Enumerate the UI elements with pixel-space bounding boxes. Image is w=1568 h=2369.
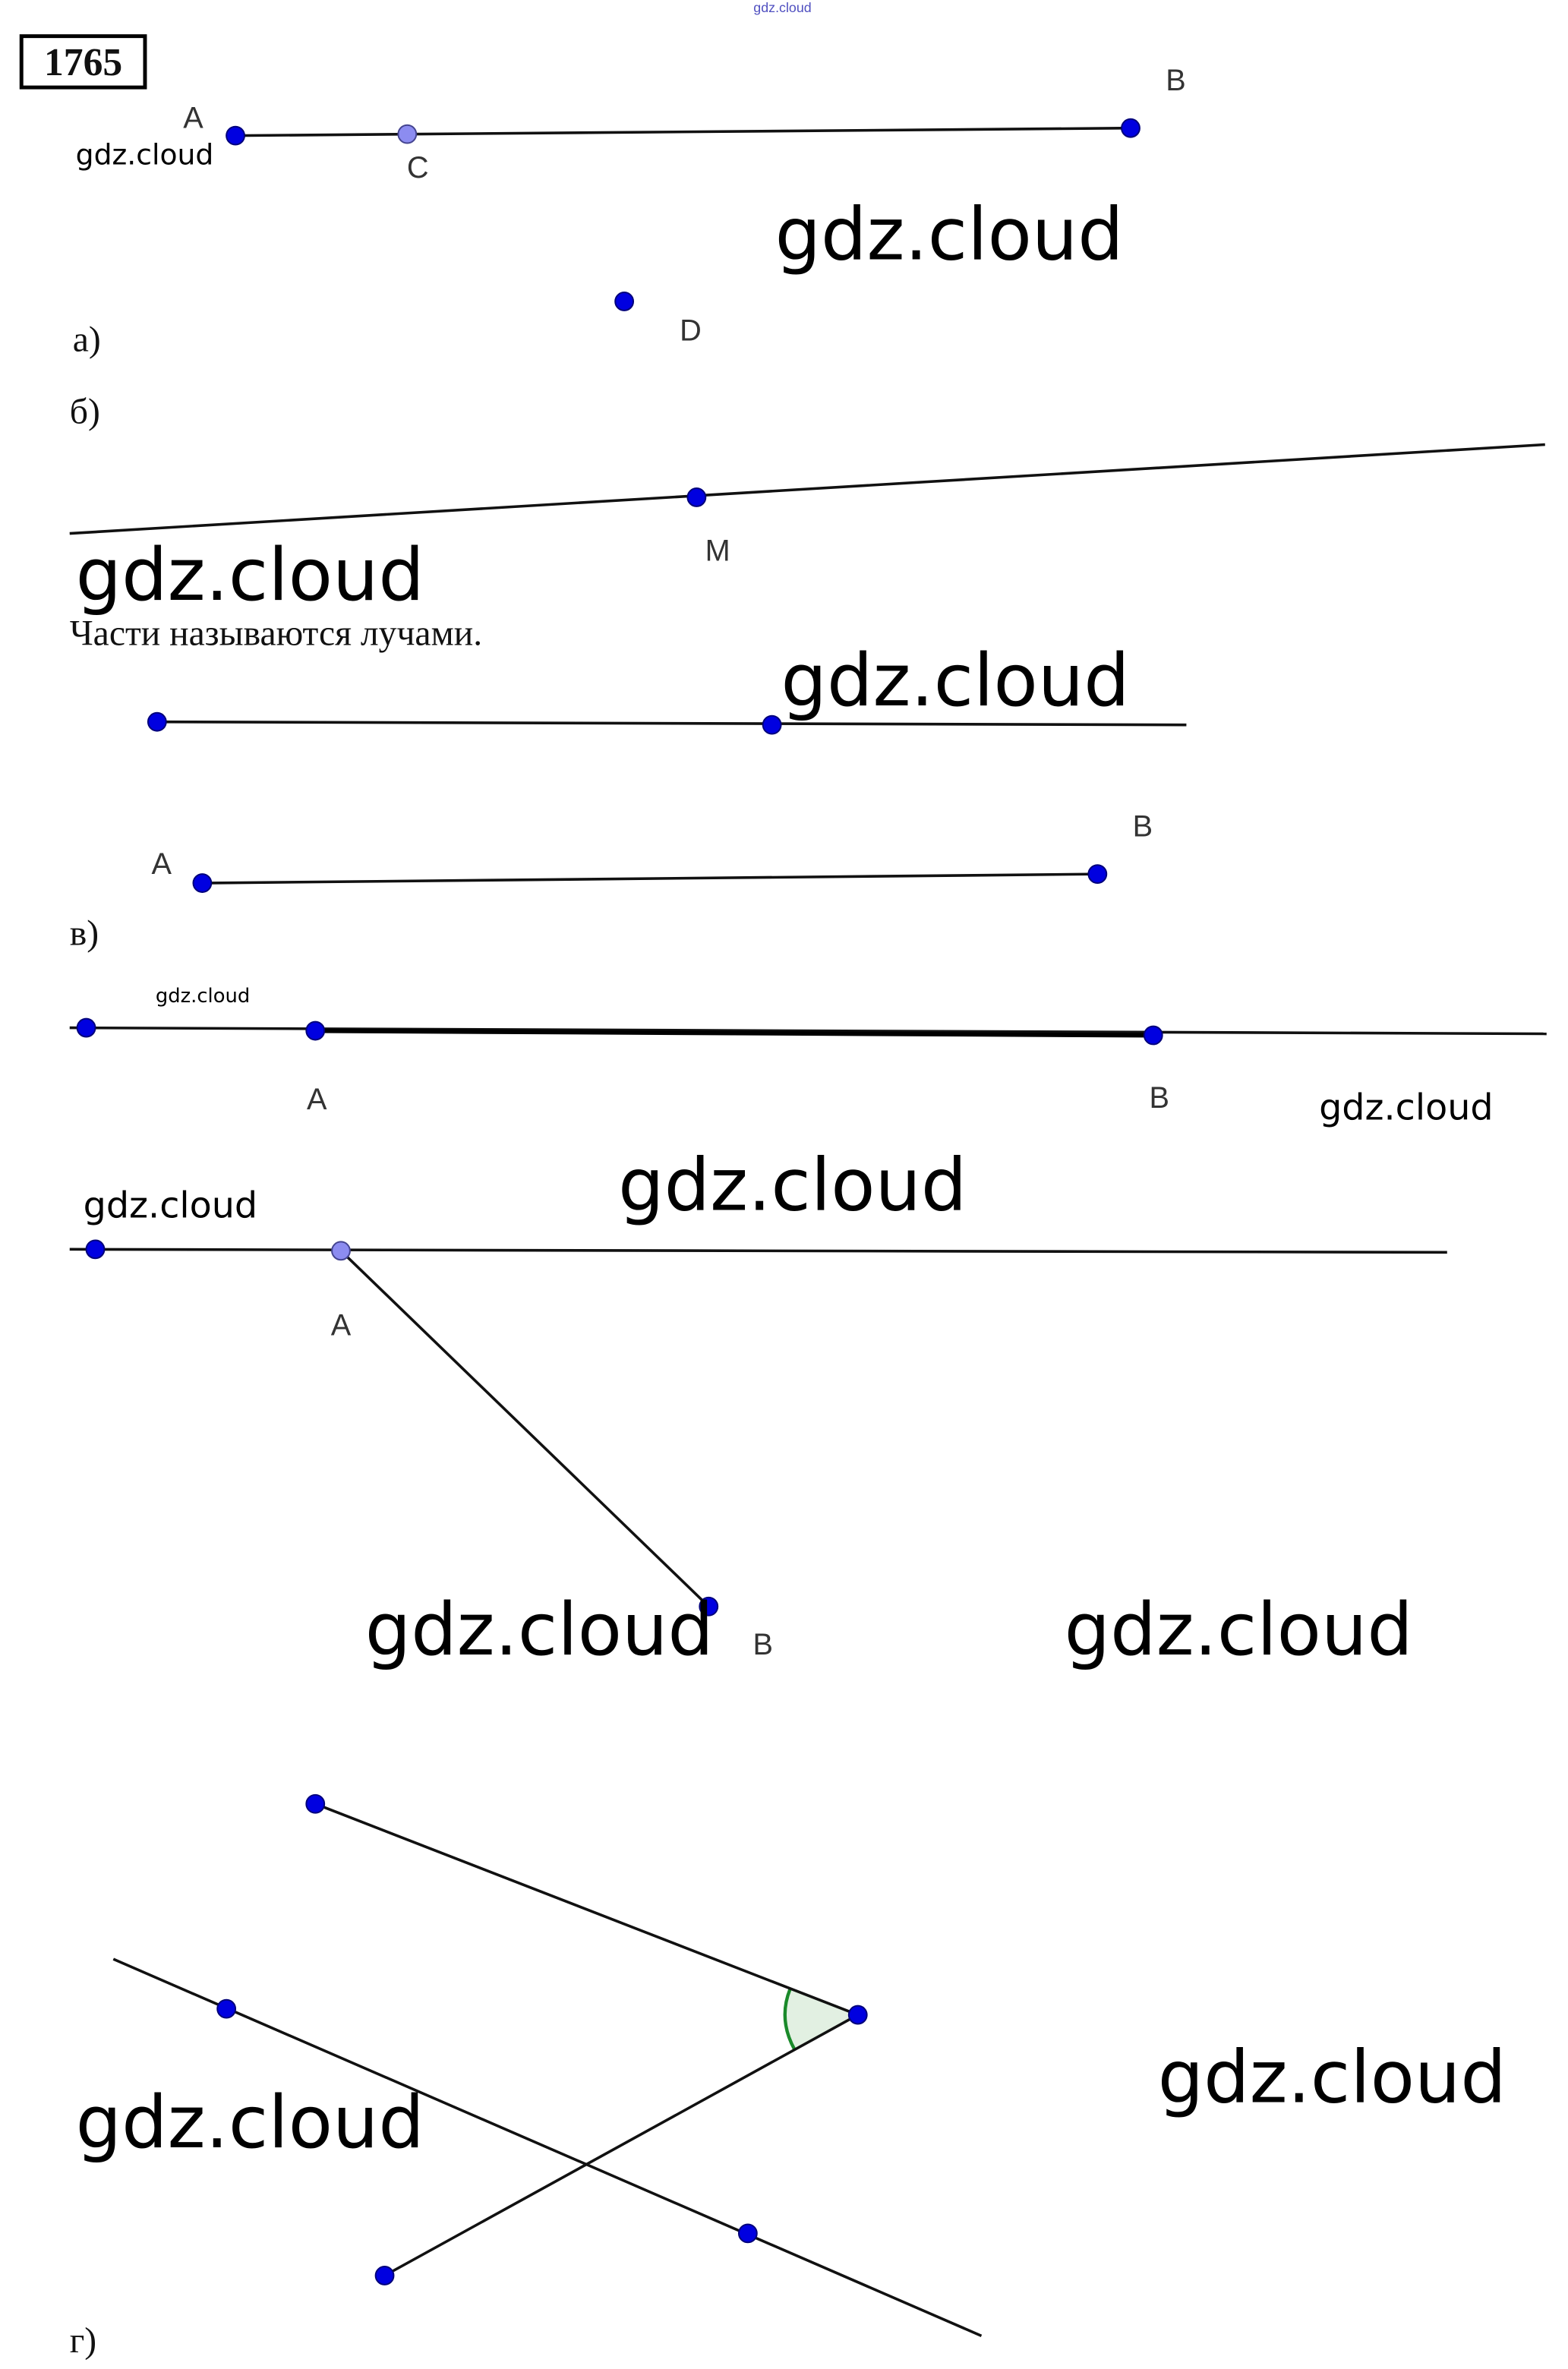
label-a: A [183, 102, 203, 135]
angle-ray [314, 1803, 859, 2017]
watermark: gdz.cloud [76, 2081, 424, 2165]
point [305, 1793, 326, 1814]
watermark: gdz.cloud [1158, 2036, 1506, 2120]
point-b [1143, 1025, 1163, 1046]
point-a [192, 873, 213, 893]
point-b [699, 1596, 719, 1617]
ray [156, 720, 1187, 727]
point-d [614, 292, 635, 311]
line [112, 1957, 983, 2337]
part-b-label: б) [70, 393, 100, 432]
segment-ab [235, 126, 1131, 137]
label-b: B [1133, 810, 1153, 844]
label-d: D [680, 314, 702, 348]
segment-ab-3 [315, 1028, 1153, 1038]
label-a: A [152, 847, 172, 881]
watermark: gdz.cloud [775, 193, 1124, 276]
watermark: gdz.cloud [76, 534, 424, 617]
point [216, 1998, 237, 2019]
label-a: A [331, 1308, 352, 1342]
label-b: B [752, 1628, 772, 1661]
watermark: gdz.cloud [781, 639, 1130, 723]
part-a-label: а) [73, 320, 101, 359]
angle-ray [383, 2014, 859, 2277]
point [762, 714, 782, 735]
top-watermark: gdz.cloud [753, 0, 811, 15]
line-through-m [69, 443, 1545, 535]
point-m [686, 487, 707, 507]
point-b [1121, 118, 1141, 138]
problem-number: 1765 [44, 41, 122, 84]
part-v-label: в) [70, 913, 99, 953]
angle-sector [784, 1989, 858, 2050]
watermark: gdz.cloud [365, 1588, 714, 1672]
segment-ab-4 [339, 1250, 710, 1608]
watermark: gdz.cloud [156, 985, 250, 1008]
point-a [305, 1020, 326, 1041]
watermark: gdz.cloud [84, 1185, 258, 1227]
angle-vertex [847, 2005, 868, 2025]
watermark: gdz.cloud [1319, 1087, 1494, 1129]
watermark: gdz.cloud [76, 137, 214, 171]
caption: Части называются лучами. [70, 614, 482, 653]
label-m: M [705, 534, 730, 567]
point-a [226, 125, 245, 146]
point [737, 2223, 758, 2244]
label-b: B [1166, 64, 1185, 97]
watermark: gdz.cloud [1065, 1588, 1413, 1672]
point [374, 2266, 395, 2285]
label-c: C [407, 151, 429, 185]
point [85, 1239, 106, 1260]
watermark: gdz.cloud [618, 1144, 967, 1228]
label-b: B [1149, 1081, 1169, 1115]
label-a: A [307, 1083, 327, 1116]
part-g-label: г) [70, 2321, 96, 2361]
point [76, 1017, 96, 1038]
point-c [397, 124, 418, 144]
point-a [331, 1241, 351, 1261]
line [69, 1248, 1447, 1254]
angle-arc [783, 1989, 797, 2051]
segment-ab-2 [202, 872, 1098, 885]
point-b [1087, 864, 1108, 885]
point [147, 711, 167, 732]
problem-number-box [19, 34, 147, 90]
